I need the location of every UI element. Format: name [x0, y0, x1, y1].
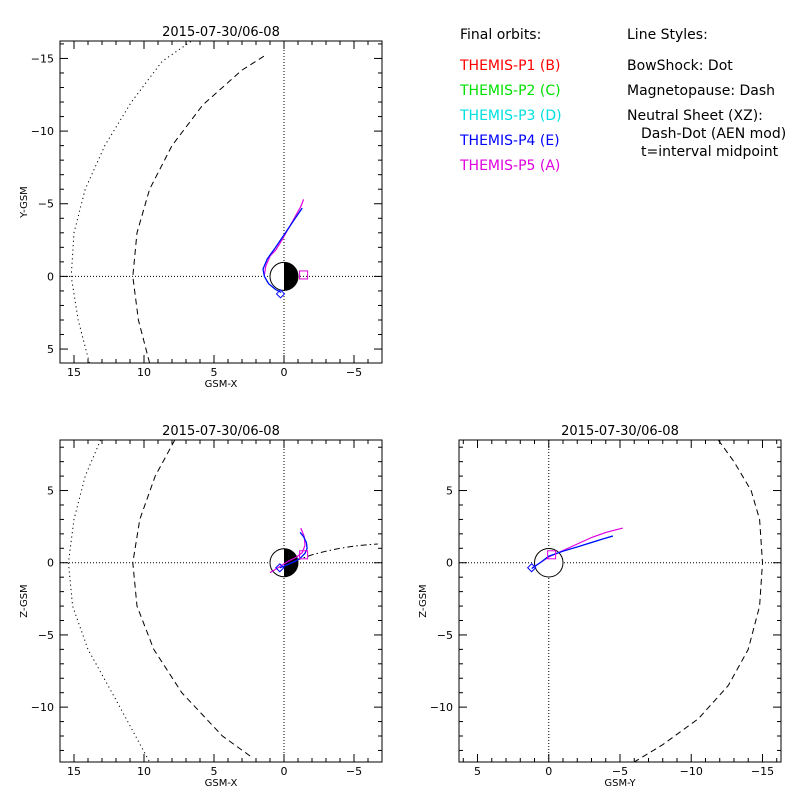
orbit-themis-p5	[263, 199, 305, 275]
plot-panel-xz: 2015-07-30/06-08 15 10 5 0 −5 5 0 −5 −10 GSM-X Z-GS…	[19, 424, 383, 789]
x-tick-label: 0	[281, 366, 288, 379]
y-tick-label: 0	[47, 270, 54, 283]
y-tick-label: −10	[31, 701, 54, 714]
legend-styles-title: Line Styles:	[627, 27, 708, 43]
x-tick-label: 15	[67, 366, 81, 379]
legend-probe-p3: THEMIS-P3 (D)	[460, 108, 562, 124]
y-tick-label: 0	[446, 557, 453, 570]
x-tick-label: 10	[137, 366, 151, 379]
x-tick-label: −15	[751, 765, 774, 778]
x-axis-label: GSM-X	[205, 778, 238, 789]
magnetopause-curve	[633, 440, 764, 762]
legend-style-bowshock: BowShock: Dot	[627, 58, 733, 74]
magnetopause-curve	[132, 440, 251, 757]
x-tick-label: 0	[281, 765, 288, 778]
y-tick-label: −10	[31, 125, 54, 138]
plot-frame	[458, 439, 782, 763]
y-tick-label: −5	[38, 629, 54, 642]
legend-probe-p4: THEMIS-P4 (E)	[460, 133, 560, 149]
magnetopause-curve	[132, 53, 268, 363]
legend-orbits-title: Final orbits:	[460, 27, 542, 43]
legend-probe-p2: THEMIS-P2 (C)	[460, 83, 561, 99]
x-tick-label: 5	[474, 765, 481, 778]
earth-night-side	[284, 262, 298, 291]
orbit-midpoint-square	[547, 550, 557, 560]
y-tick-label: −5	[38, 198, 54, 211]
y-tick-label: 0	[47, 557, 54, 570]
x-tick-label: −5	[612, 765, 628, 778]
y-tick-label: 5	[47, 485, 54, 498]
legend-style-magnetopause: Magnetopause: Dash	[627, 83, 776, 99]
orbit-start-diamond	[526, 563, 537, 573]
x-tick-label: 0	[545, 765, 552, 778]
y-tick-label: 5	[446, 485, 453, 498]
plot-title: 2015-07-30/06-08	[162, 25, 280, 40]
x-axis-label: GSM-X	[205, 379, 238, 390]
x-tick-label: −5	[346, 765, 362, 778]
y-axis-label: Z-GSM	[418, 584, 429, 617]
legend-probe-p5: THEMIS-P5 (A)	[460, 158, 561, 174]
plot-panel-yz: 2015-07-30/06-08 5 0 −5 −10 −15 5 0 −5 −10 GSM-Y Z-…	[418, 424, 782, 789]
orbit-start-diamond	[275, 289, 286, 299]
legend-probe-p1: THEMIS-P1 (B)	[460, 58, 561, 74]
orbit-midpoint-square	[299, 270, 309, 280]
x-tick-label: −10	[680, 765, 703, 778]
y-tick-label: −10	[430, 701, 453, 714]
plot-frame	[59, 40, 383, 364]
plot-title: 2015-07-30/06-08	[561, 424, 679, 439]
y-axis-label: Z-GSM	[19, 584, 30, 617]
x-tick-label: 5	[211, 765, 218, 778]
x-axis-label: GSM-Y	[604, 778, 636, 789]
x-tick-label: 15	[67, 765, 81, 778]
orbit-midpoint-square	[299, 550, 309, 560]
legend-style-dash-dot: Dash-Dot (AEN mod)	[641, 126, 787, 142]
bowshock-curve	[70, 41, 192, 363]
x-tick-label: 5	[211, 366, 218, 379]
orbit-themis-p4	[531, 535, 614, 569]
y-tick-label: 5	[47, 343, 54, 356]
plot-frame	[59, 439, 383, 763]
orbit-start-diamond	[275, 563, 285, 573]
y-axis-label: Y-GSM	[19, 186, 30, 219]
orbit-themis-p4	[279, 532, 308, 569]
x-tick-label: 10	[137, 765, 151, 778]
x-tick-label: −5	[346, 366, 362, 379]
orbit-themis-p4	[262, 207, 303, 293]
legend-style-midpoint: t=interval midpoint	[641, 144, 779, 160]
legend-style-neutral-sheet: Neutral Sheet (XZ):	[627, 108, 763, 124]
y-tick-label: −15	[31, 52, 54, 65]
bowshock-curve	[67, 440, 151, 762]
plot-title: 2015-07-30/06-08	[162, 424, 280, 439]
y-tick-label: −5	[437, 629, 453, 642]
